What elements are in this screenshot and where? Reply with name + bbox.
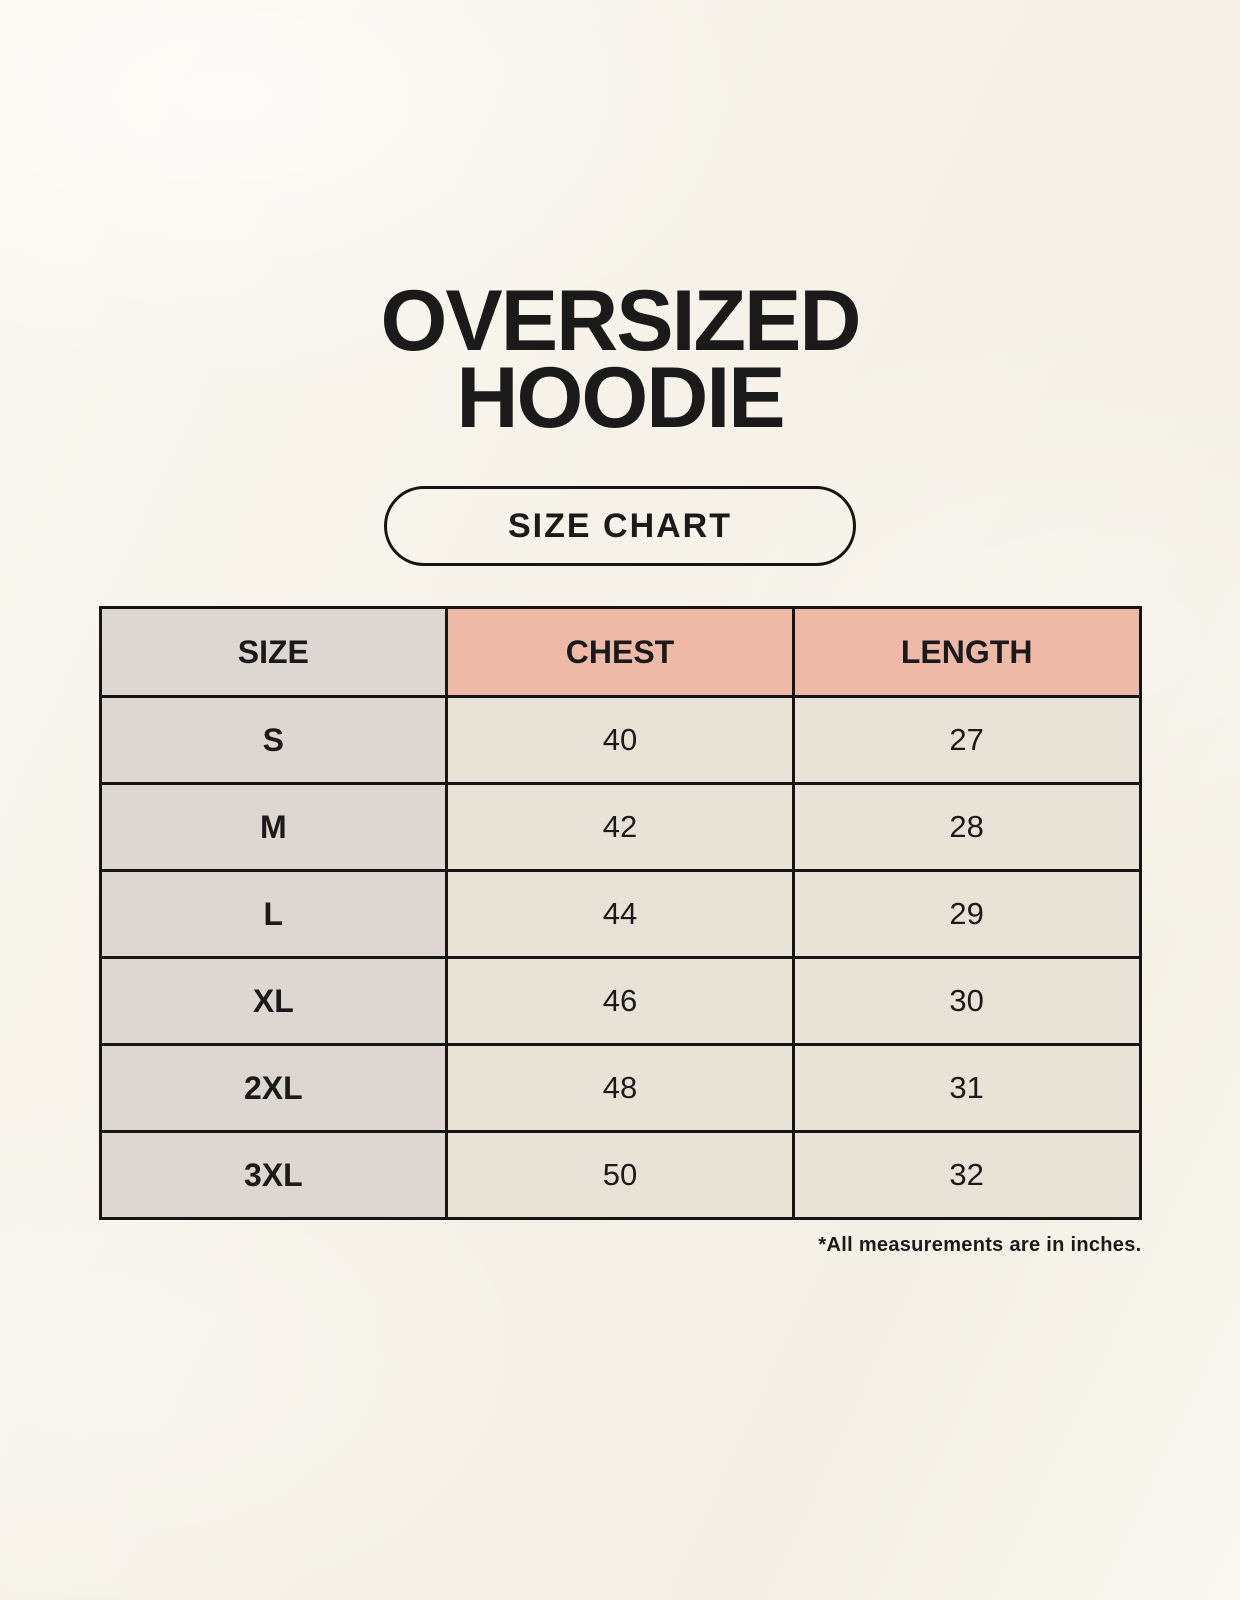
size-chart-badge: SIZE CHART	[384, 486, 856, 567]
length-cell: 27	[791, 695, 1142, 786]
chest-cell: 40	[445, 695, 795, 786]
chest-cell: 42	[445, 782, 795, 873]
product-title-line2: HOODIE	[456, 349, 785, 446]
size-cell: 3XL	[98, 1130, 449, 1221]
length-cell: 30	[791, 956, 1142, 1047]
size-table-header: SIZE CHEST LENGTH	[98, 606, 1142, 699]
header-row: SIZE CHEST LENGTH	[98, 606, 1142, 699]
size-cell: S	[98, 695, 449, 786]
table-row: L 44 29	[98, 869, 1142, 960]
product-title-line1: OVERSIZED	[380, 273, 862, 369]
size-cell: L	[98, 869, 449, 960]
measurements-footnote: *All measurements are in inches.	[818, 1234, 1142, 1257]
column-header-size: SIZE	[98, 606, 449, 699]
size-table-body: S 40 27 M 42 28 L 44 29 XL 46 30 2XL 48 31 3XL 50 32	[98, 695, 1142, 1221]
size-cell: M	[98, 782, 449, 873]
chest-cell: 44	[445, 869, 795, 960]
table-row: S 40 27	[98, 695, 1142, 786]
table-row: 2XL 48 31	[98, 1043, 1142, 1134]
length-cell: 28	[791, 782, 1142, 873]
length-cell: 29	[791, 869, 1142, 960]
column-header-length: LENGTH	[791, 606, 1142, 699]
table-row: XL 46 30	[98, 956, 1142, 1047]
product-title: OVERSIZED HOODIE	[99, 278, 1142, 441]
size-chart-page: OVERSIZED HOODIE SIZE CHART SIZE CHEST L…	[98, 0, 1142, 1257]
length-cell: 32	[791, 1130, 1142, 1221]
size-chart-table: SIZE CHEST LENGTH S 40 27 M 42 28 L 44 29 XL 46 30 2…	[98, 606, 1142, 1221]
size-cell: 2XL	[98, 1043, 449, 1134]
chest-cell: 46	[445, 956, 795, 1047]
size-cell: XL	[98, 956, 449, 1047]
table-row: 3XL 50 32	[98, 1130, 1142, 1221]
chest-cell: 50	[445, 1130, 795, 1221]
column-header-chest: CHEST	[445, 606, 795, 699]
length-cell: 31	[791, 1043, 1142, 1134]
table-row: M 42 28	[98, 782, 1142, 873]
chest-cell: 48	[445, 1043, 795, 1134]
